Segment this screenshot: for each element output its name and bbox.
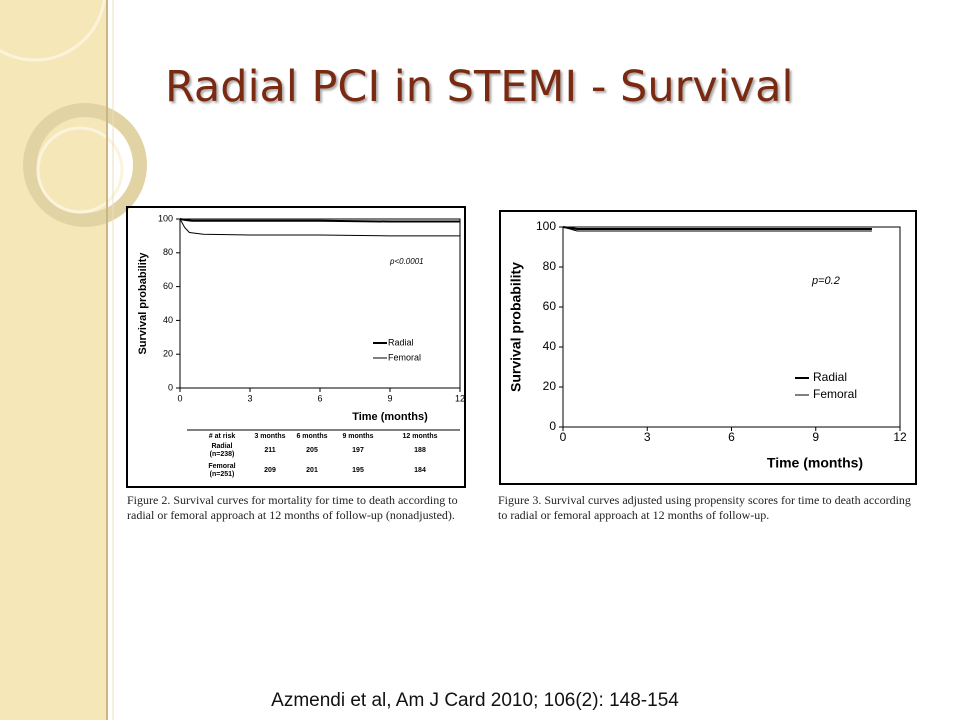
x-tick-label: 6 xyxy=(728,430,735,444)
y-axis-label: Survival probability xyxy=(508,262,524,392)
survival-line xyxy=(179,218,460,237)
row-value: 201 xyxy=(306,467,318,474)
row-value: 211 xyxy=(264,447,275,454)
table-header: # at risk xyxy=(209,433,236,440)
x-tick-label: 9 xyxy=(387,393,392,403)
row-value: 184 xyxy=(414,467,426,474)
legend-label: Femoral xyxy=(813,387,857,401)
slide-title: Radial PCI in STEMI - Survival xyxy=(165,62,794,112)
survival-line xyxy=(562,226,872,230)
legend-label: Radial xyxy=(813,370,847,384)
annotation: p=0.2 xyxy=(811,275,840,287)
legend-label: Radial xyxy=(388,337,414,347)
deco-circle xyxy=(23,103,147,227)
y-tick-label: 100 xyxy=(158,213,173,223)
x-tick-label: 12 xyxy=(893,430,907,444)
x-tick-label: 6 xyxy=(317,393,322,403)
y-tick-label: 0 xyxy=(549,419,556,433)
deco-circle xyxy=(0,0,106,62)
x-axis-label: Time (months) xyxy=(352,411,428,423)
row-label: Femoral xyxy=(208,463,235,470)
legend-label: Femoral xyxy=(388,352,421,362)
y-tick-label: 60 xyxy=(543,299,557,313)
table-header: 12 months xyxy=(402,433,437,440)
row-label: (n=251) xyxy=(210,471,235,478)
row-value: 195 xyxy=(352,467,364,474)
annotation: p<0.0001 xyxy=(389,257,424,266)
y-tick-label: 80 xyxy=(163,247,173,257)
y-axis-label: Survival probability xyxy=(137,252,149,355)
survival-line xyxy=(562,226,872,232)
x-tick-label: 0 xyxy=(177,393,182,403)
row-value: 209 xyxy=(264,467,276,474)
figure-frame xyxy=(499,210,917,485)
plot-frame xyxy=(179,218,461,389)
caption: Figure 2. Survival curves for mortality … xyxy=(127,493,458,522)
row-value: 205 xyxy=(306,447,318,454)
y-tick-label: 100 xyxy=(536,219,556,233)
survival-line xyxy=(179,218,460,223)
x-tick-label: 0 xyxy=(560,430,567,444)
table-header: 3 months xyxy=(254,433,285,440)
y-tick-label: 60 xyxy=(163,281,173,291)
y-tick-label: 20 xyxy=(543,379,557,393)
citation: Azmendi et al, Am J Card 2010; 106(2): 1… xyxy=(271,690,679,711)
figure-frame xyxy=(126,206,466,488)
y-tick-label: 80 xyxy=(543,259,557,273)
row-value: 188 xyxy=(414,447,426,454)
y-tick-label: 40 xyxy=(163,315,173,325)
x-tick-label: 12 xyxy=(455,393,465,403)
y-tick-label: 20 xyxy=(163,349,173,359)
row-label: (n=238) xyxy=(210,451,235,458)
caption: Figure 3. Survival curves adjusted using… xyxy=(498,493,911,522)
x-tick-label: 3 xyxy=(247,393,252,403)
row-value: 197 xyxy=(352,447,364,454)
table-header: 9 months xyxy=(342,433,373,440)
x-tick-label: 9 xyxy=(812,430,819,444)
y-tick-label: 40 xyxy=(543,339,557,353)
x-tick-label: 3 xyxy=(644,430,651,444)
x-axis-label: Time (months) xyxy=(767,455,863,471)
y-tick-label: 0 xyxy=(168,382,173,392)
deco-circle xyxy=(36,126,124,214)
table-header: 6 months xyxy=(296,433,327,440)
row-label: Radial xyxy=(211,443,232,450)
